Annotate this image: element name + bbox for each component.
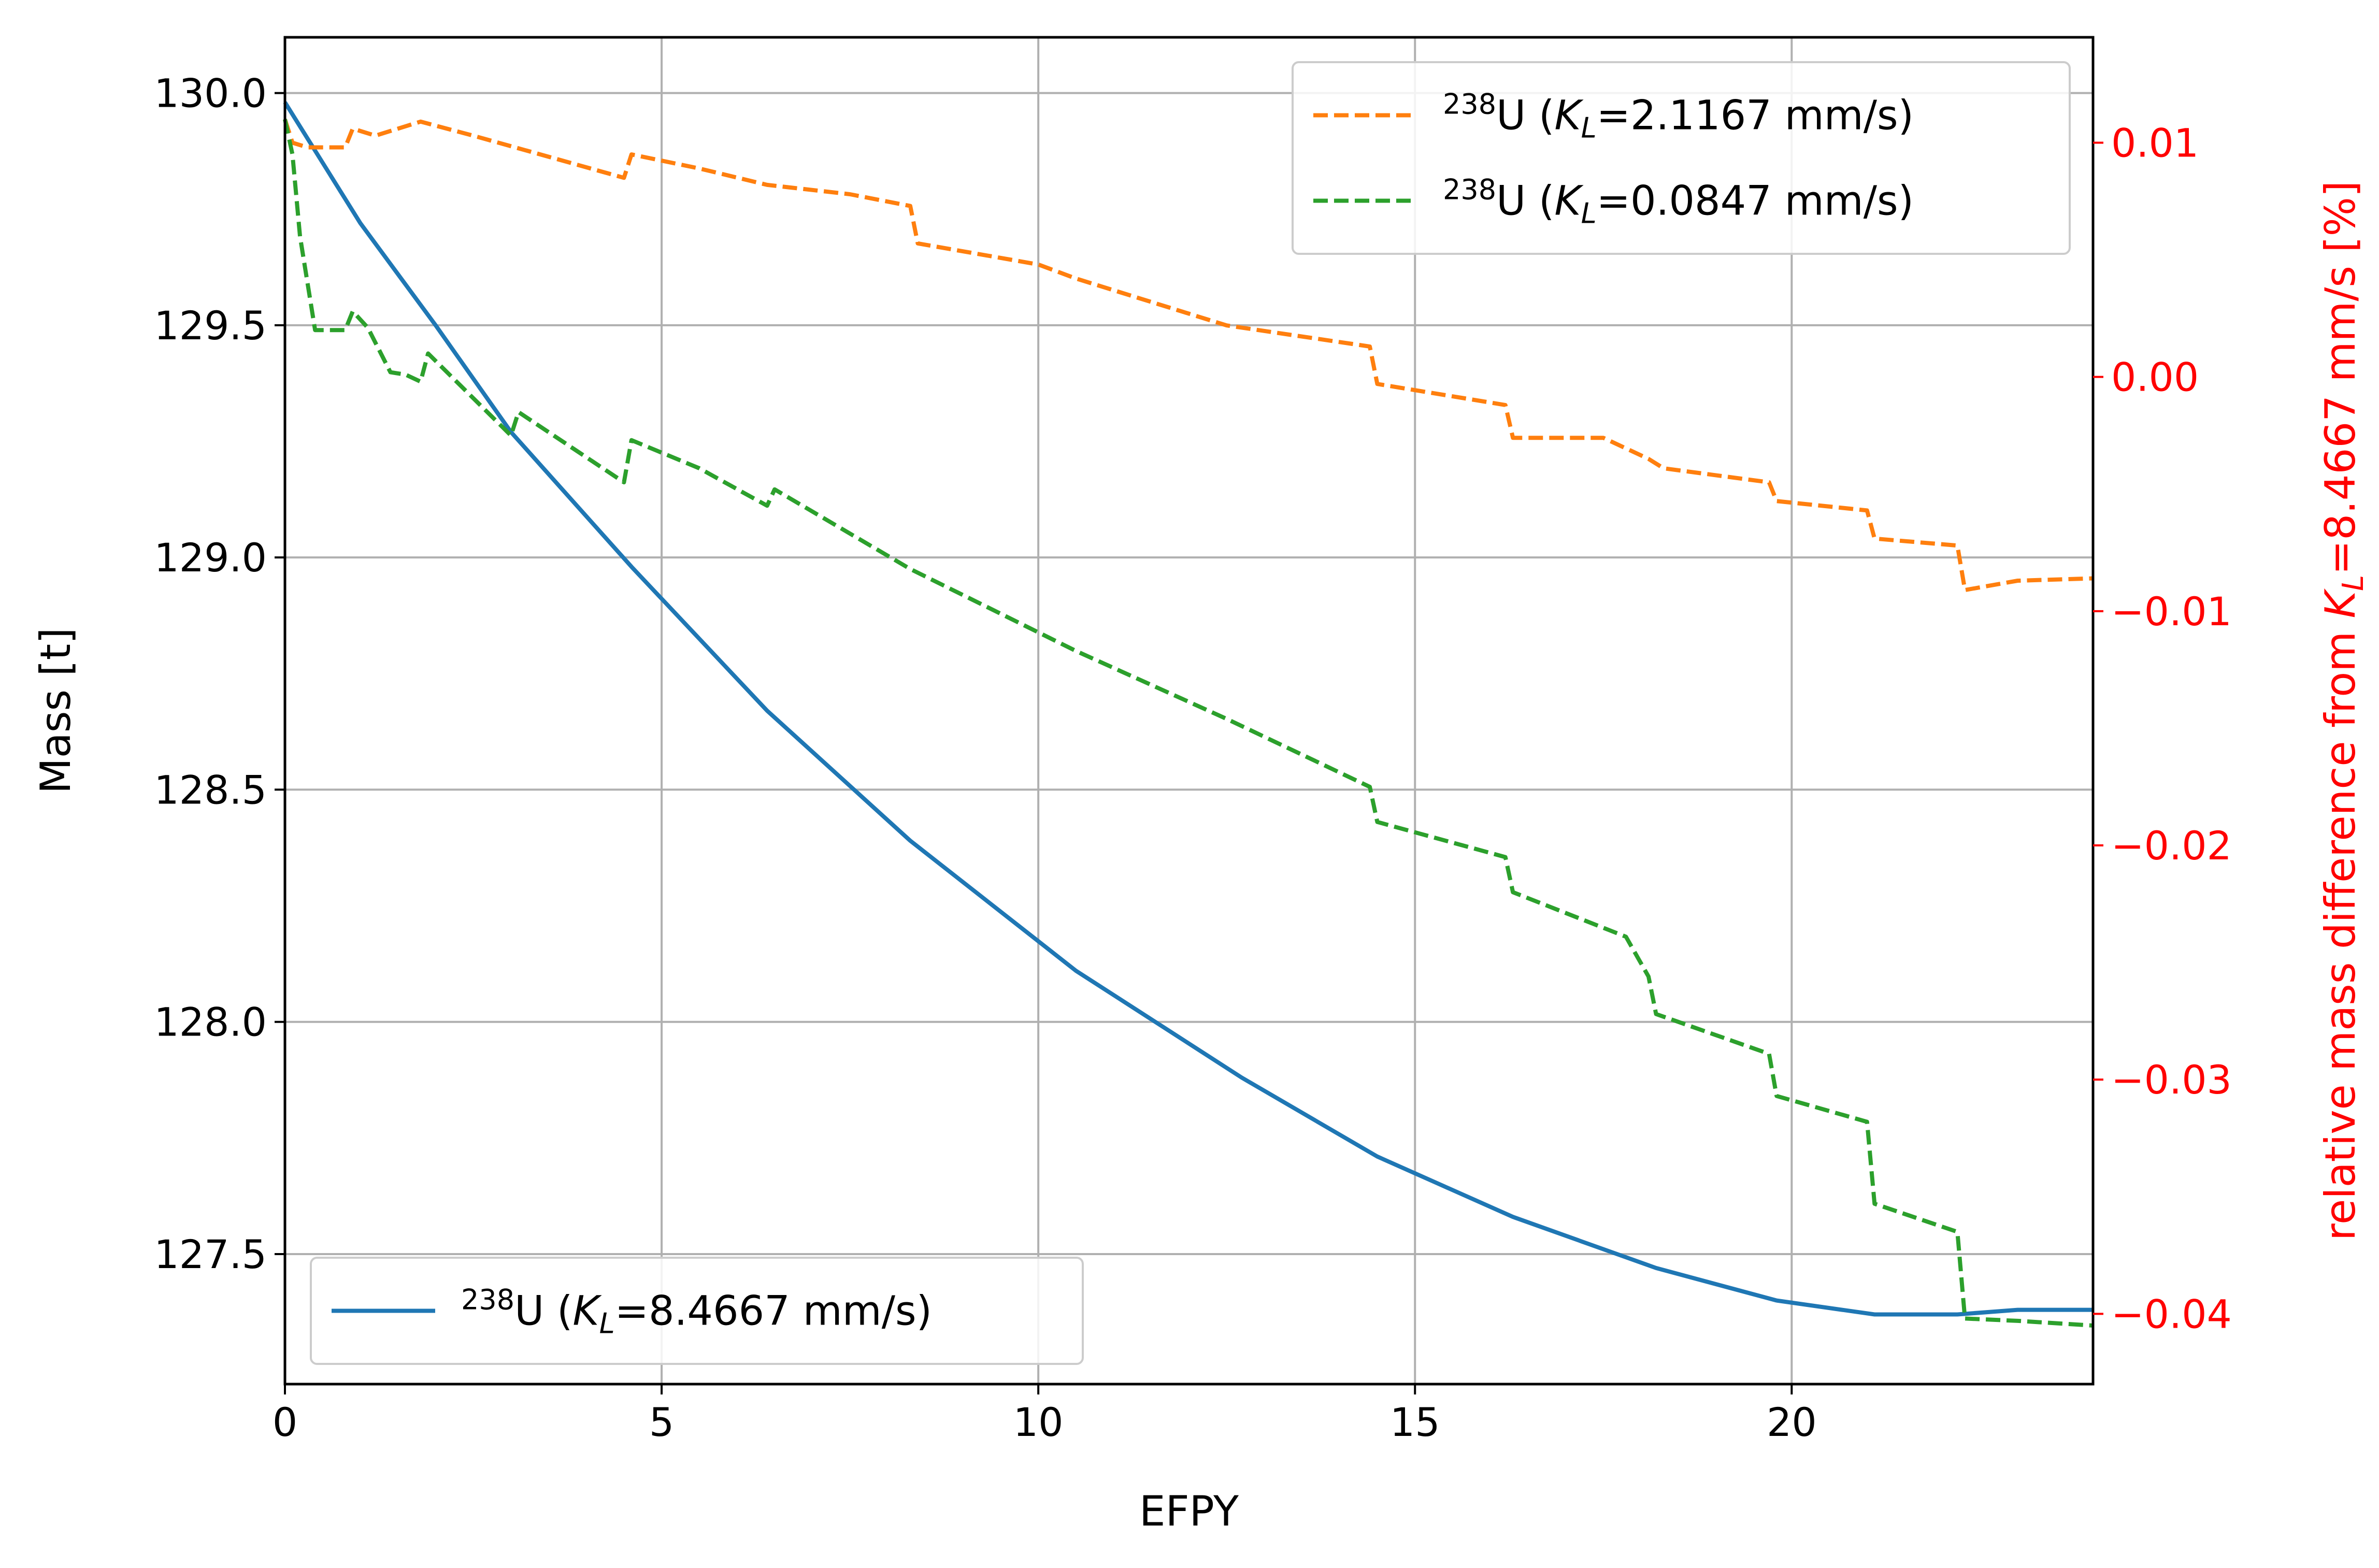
y-right-tick-label: −0.02 bbox=[2111, 823, 2232, 869]
series-line bbox=[283, 119, 2094, 593]
legend-box bbox=[1292, 61, 2071, 255]
legend-label-k: K bbox=[572, 1288, 602, 1335]
y-right-tick-label: 0.00 bbox=[2111, 354, 2199, 400]
x-axis: 0 5 10 15 20 bbox=[273, 1384, 1817, 1445]
legend-label-sup: 238 bbox=[1443, 88, 1496, 121]
plot-frame bbox=[283, 36, 2095, 1386]
legend-label: 238U (KL=8.4667 mm/s) bbox=[461, 1284, 932, 1340]
legend-box bbox=[310, 1257, 1084, 1365]
x-tick-label: 5 bbox=[649, 1399, 674, 1445]
y-axis-left: 127.5 128.0 128.5 129.0 129.5 130.0 bbox=[154, 70, 285, 1277]
legend-label-sub: L bbox=[1581, 197, 1597, 230]
y-tick-label: 129.5 bbox=[154, 303, 267, 349]
y-tick-label: 129.0 bbox=[154, 535, 267, 581]
series-line bbox=[283, 119, 2094, 1328]
y-right-tick-label: −0.01 bbox=[2111, 588, 2232, 635]
legend-label: 238U (KL=0.0847 mm/s) bbox=[1443, 174, 1914, 230]
legend-label-sup: 238 bbox=[461, 1284, 514, 1316]
legend-label-pre: U ( bbox=[1496, 178, 1554, 225]
legend-label-pre: U ( bbox=[1496, 93, 1554, 139]
x-tick-label: 20 bbox=[1767, 1399, 1817, 1445]
y-right-tick-label: −0.03 bbox=[2111, 1057, 2232, 1103]
legend-label-post: =0.0847 mm/s) bbox=[1597, 178, 1914, 225]
x-tick-label: 15 bbox=[1390, 1399, 1440, 1445]
y-axis-right-label-sub: L bbox=[2337, 575, 2370, 591]
legend-upper-right: 238U (KL=2.1167 mm/s)238U (KL=0.0847 mm/… bbox=[1292, 61, 2071, 255]
legend-label-post: =2.1167 mm/s) bbox=[1597, 93, 1914, 139]
y-tick-label: 130.0 bbox=[154, 70, 267, 117]
x-axis-label: EFPY bbox=[1139, 1487, 1239, 1535]
legend-label-sub: L bbox=[599, 1307, 615, 1340]
x-tick-label: 10 bbox=[1013, 1399, 1064, 1445]
y-tick-label: 127.5 bbox=[154, 1231, 267, 1277]
y-right-tick-label: 0.01 bbox=[2111, 120, 2199, 166]
legend-label-sup: 238 bbox=[1443, 174, 1496, 206]
x-tick-label: 0 bbox=[273, 1399, 297, 1445]
y-right-tick-label: −0.04 bbox=[2111, 1291, 2232, 1337]
series-lines bbox=[283, 101, 2094, 1328]
legend-lower-left: 238U (KL=8.4667 mm/s) bbox=[310, 1257, 1084, 1365]
legend-label-pre: U ( bbox=[514, 1288, 572, 1335]
legend-label-post: =8.4667 mm/s) bbox=[615, 1288, 932, 1335]
y-axis-right-label-text: relative mass difference from bbox=[2316, 618, 2364, 1241]
y-tick-label: 128.5 bbox=[154, 767, 267, 813]
legend-label-k: K bbox=[1554, 178, 1584, 225]
y-axis-right-label: relative mass difference from KL=8.4667 … bbox=[2316, 181, 2370, 1241]
y-tick-label: 128.0 bbox=[154, 999, 267, 1045]
y-axis-label: Mass [t] bbox=[32, 628, 80, 794]
legend-label-k: K bbox=[1554, 93, 1584, 139]
y-axis-right: −0.04 −0.03 −0.02 −0.01 0.00 0.01 bbox=[2093, 120, 2232, 1337]
legend-label-sub: L bbox=[1581, 112, 1597, 145]
y-axis-right-label-rest: =8.4667 mm/s [%] bbox=[2316, 181, 2364, 575]
y-axis-right-label-k: K bbox=[2316, 588, 2364, 618]
legend-label: 238U (KL=2.1167 mm/s) bbox=[1443, 88, 1914, 145]
series-line bbox=[283, 101, 2093, 1317]
